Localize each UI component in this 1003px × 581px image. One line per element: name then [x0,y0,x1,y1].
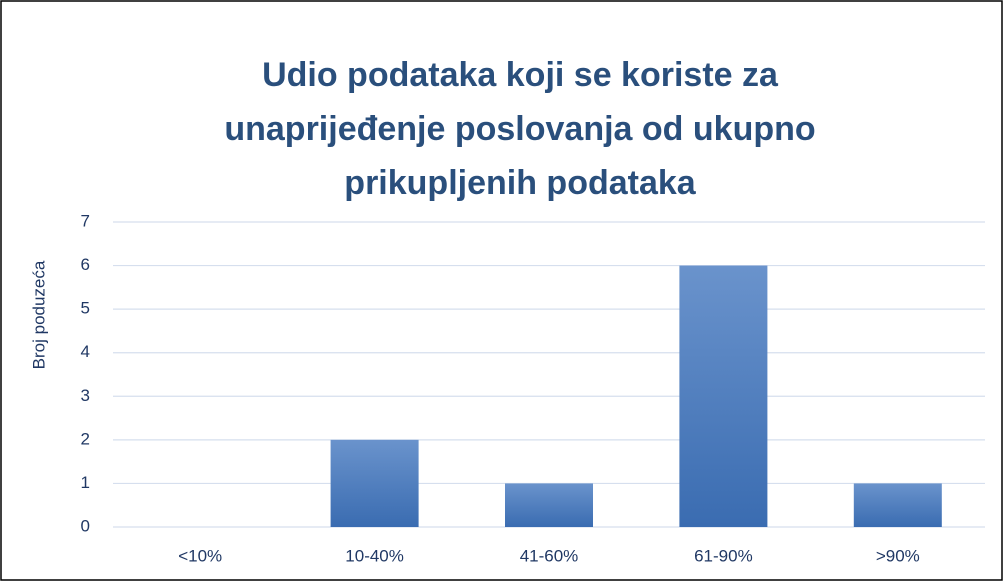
y-tick-label: 4 [81,342,90,361]
bar [505,483,593,527]
y-tick-label: 5 [81,299,90,318]
y-tick-label: 6 [81,255,90,274]
y-tick-label: 0 [81,516,90,535]
y-tick-label: 1 [81,473,90,492]
bar [679,265,768,527]
chart-title: Udio podataka koji se koriste za unaprij… [224,56,816,202]
x-tick-label: 10-40% [345,546,404,565]
bar [330,439,419,527]
y-tick-label: 7 [81,211,90,230]
x-tick-label: 61-90% [694,546,753,565]
x-tick-label: <10% [178,546,222,565]
y-tick-label: 3 [81,386,90,405]
y-tick-label: 2 [81,429,90,448]
x-tick-label: >90% [876,546,920,565]
y-axis-label: Broj poduzeća [29,260,48,369]
bar [853,483,942,527]
x-tick-label: 41-60% [520,546,579,565]
